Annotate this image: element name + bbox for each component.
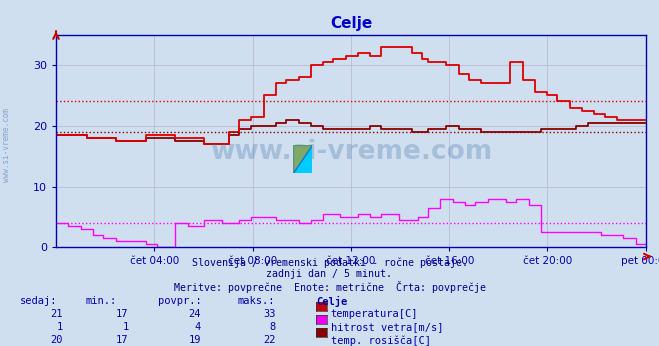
Polygon shape — [293, 145, 312, 173]
Text: Celje: Celje — [316, 296, 347, 307]
Text: 24: 24 — [188, 309, 201, 319]
Text: 22: 22 — [263, 335, 275, 345]
Text: temperatura[C]: temperatura[C] — [331, 309, 418, 319]
Text: min.:: min.: — [86, 296, 117, 306]
Title: Celje: Celje — [330, 16, 372, 31]
Text: povpr.:: povpr.: — [158, 296, 202, 306]
Text: maks.:: maks.: — [237, 296, 275, 306]
Text: 8: 8 — [270, 322, 275, 332]
Text: 1: 1 — [123, 322, 129, 332]
Text: Slovenija / vremenski podatki - ročne postaje.: Slovenija / vremenski podatki - ročne po… — [192, 258, 467, 268]
Text: 1: 1 — [57, 322, 63, 332]
Text: 17: 17 — [116, 335, 129, 345]
Text: 20: 20 — [50, 335, 63, 345]
Text: www.si-vreme.com: www.si-vreme.com — [2, 108, 11, 182]
Text: temp. rosišča[C]: temp. rosišča[C] — [331, 335, 431, 346]
Polygon shape — [293, 145, 312, 173]
Text: 21: 21 — [50, 309, 63, 319]
Text: 19: 19 — [188, 335, 201, 345]
Text: Meritve: povprečne  Enote: metrične  Črta: povprečje: Meritve: povprečne Enote: metrične Črta:… — [173, 281, 486, 293]
Text: 33: 33 — [263, 309, 275, 319]
Text: 17: 17 — [116, 309, 129, 319]
Text: www.si-vreme.com: www.si-vreme.com — [210, 139, 492, 165]
Text: sedaj:: sedaj: — [20, 296, 57, 306]
Text: zadnji dan / 5 minut.: zadnji dan / 5 minut. — [266, 269, 393, 279]
Text: hitrost vetra[m/s]: hitrost vetra[m/s] — [331, 322, 444, 332]
Text: 4: 4 — [195, 322, 201, 332]
